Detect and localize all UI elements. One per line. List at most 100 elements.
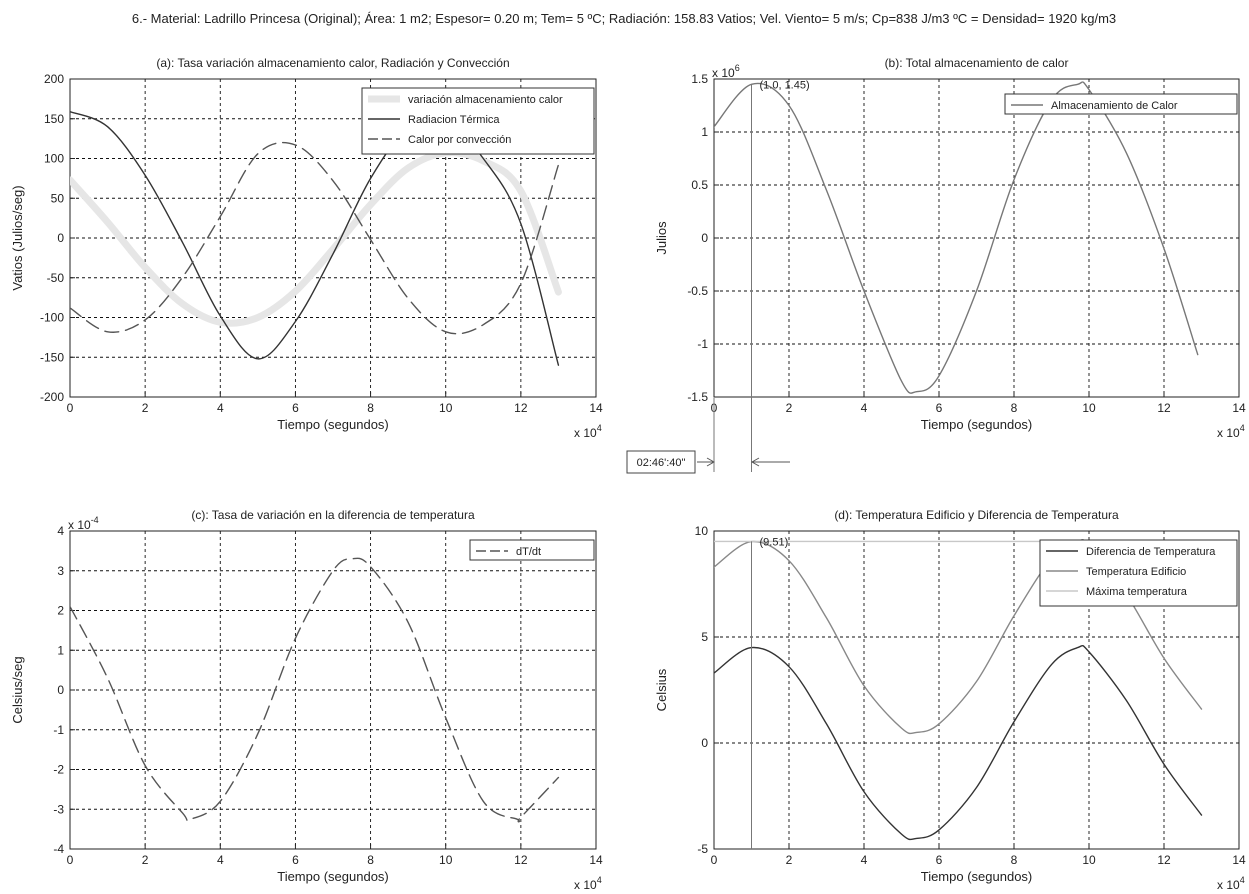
y-tick-label: -50 — [47, 271, 65, 285]
x-tick-label: 8 — [367, 401, 374, 415]
chart-title: (d): Temperatura Edificio y Diferencia d… — [834, 508, 1119, 522]
x-tick-label: 4 — [217, 853, 224, 867]
y-tick-label: 50 — [51, 191, 65, 205]
x-tick-label: 0 — [67, 853, 74, 867]
x-tick-label: 10 — [1082, 853, 1096, 867]
annotation-label: (9.51) — [760, 536, 789, 548]
series-line — [70, 110, 560, 366]
y-axis-label: Celsius — [654, 668, 669, 711]
time-annotation-right-arrowhead — [750, 457, 760, 467]
x-axis-label: Tiempo (segundos) — [921, 869, 1033, 884]
x-tick-label: 14 — [589, 853, 603, 867]
y-tick-label: 3 — [57, 564, 64, 578]
chart-title: (b): Total almacenamiento de calor — [885, 56, 1069, 70]
y-tick-label: -1 — [697, 337, 708, 351]
y-multiplier-label: x 10-4 — [68, 515, 99, 532]
series-line — [70, 141, 560, 335]
y-tick-label: -3 — [53, 802, 64, 816]
legend-box — [1004, 93, 1238, 115]
y-tick-label: -0.5 — [687, 284, 708, 298]
y-tick-label: 5 — [701, 630, 708, 644]
x-tick-label: 2 — [786, 401, 793, 415]
x-tick-label: 8 — [1011, 401, 1018, 415]
series-line — [714, 644, 1203, 841]
y-tick-label: 0 — [701, 736, 708, 750]
x-multiplier-label: x 104 — [1217, 423, 1245, 440]
y-axis-label: Celsius/seg — [10, 656, 25, 723]
x-axis-label: Tiempo (segundos) — [921, 417, 1033, 432]
y-tick-label: 0.5 — [691, 178, 708, 192]
chart-panels: 0 2 4 6 8 10 12 14-200-150-100-50050100150200(a… — [10, 56, 1246, 892]
figure-title: 6.- Material: Ladrillo Princesa (Origina… — [132, 11, 1116, 26]
y-axis-label: Julios — [654, 221, 669, 255]
x-tick-label: 12 — [1157, 401, 1171, 415]
x-tick-label: 2 — [142, 401, 149, 415]
y-tick-label: -4 — [53, 842, 64, 856]
x-tick-label: 12 — [514, 853, 528, 867]
y-multiplier-label: x 106 — [712, 63, 740, 80]
x-tick-label: 10 — [439, 401, 453, 415]
x-tick-label: 12 — [1157, 853, 1171, 867]
x-multiplier-label: x 104 — [1217, 875, 1245, 892]
x-tick-label: 14 — [1232, 853, 1246, 867]
series-line — [714, 81, 1199, 394]
legend-label: Diferencia de Temperatura — [1086, 546, 1216, 558]
y-tick-label: 0 — [57, 231, 64, 245]
y-tick-label: 4 — [57, 524, 64, 538]
x-tick-label: 6 — [936, 853, 943, 867]
y-tick-label: -2 — [53, 763, 64, 777]
chart-title: (c): Tasa de variación en la diferencia … — [191, 508, 475, 522]
x-tick-label: 10 — [439, 853, 453, 867]
x-tick-label: 8 — [1011, 853, 1018, 867]
y-tick-label: -100 — [40, 311, 64, 325]
x-axis-label: Tiempo (segundos) — [277, 417, 389, 432]
x-tick-label: 2 — [142, 853, 149, 867]
legend-box — [469, 539, 595, 561]
legend-label: Máxima temperatura — [1086, 586, 1188, 598]
y-tick-label: 100 — [44, 152, 64, 166]
y-tick-label: 150 — [44, 112, 64, 126]
legend-label: dT/dt — [516, 546, 541, 558]
y-tick-label: 2 — [57, 604, 64, 618]
chart-a: 0 2 4 6 8 10 12 14 -200 -150 -100 -50 0 50 100 150 200 (a… — [10, 56, 603, 440]
y-tick-label: 0 — [701, 231, 708, 245]
x-tick-label: 10 — [1082, 401, 1096, 415]
x-multiplier-label: x 104 — [574, 423, 602, 440]
legend-label: Radiacion Térmica — [408, 114, 500, 126]
y-tick-label: -5 — [697, 842, 708, 856]
x-tick-label: 6 — [936, 401, 943, 415]
series-line — [70, 557, 560, 823]
time-annotation-box — [626, 450, 696, 474]
x-tick-label: 4 — [861, 401, 868, 415]
x-tick-label: 4 — [217, 401, 224, 415]
x-tick-label: 14 — [1232, 401, 1246, 415]
x-tick-label: 4 — [861, 853, 868, 867]
y-tick-label: -150 — [40, 350, 64, 364]
legend-label: Almacenamiento de Calor — [1051, 100, 1178, 112]
legend-label: Calor por convección — [408, 134, 511, 146]
y-tick-label: 1.5 — [691, 72, 708, 86]
legend-box — [361, 87, 595, 155]
time-annotation: 02:46':40" — [626, 398, 790, 474]
chart-title: (a): Tasa variación almacenamiento calor… — [156, 56, 509, 70]
y-tick-label: 1 — [57, 643, 64, 657]
time-annotation-label: 02:46':40" — [637, 457, 686, 469]
y-axis-label: Vatios (Julios/seg) — [10, 185, 25, 290]
y-tick-label: 1 — [701, 125, 708, 139]
legend-label: variación almacenamiento calor — [408, 94, 563, 106]
x-tick-label: 2 — [786, 853, 793, 867]
x-multiplier-label: x 104 — [574, 875, 602, 892]
legend-label: Temperatura Edificio — [1086, 566, 1186, 578]
annotation-label: (1.0, 1.45) — [760, 79, 810, 91]
x-axis-label: Tiempo (segundos) — [277, 869, 389, 884]
y-tick-label: -200 — [40, 390, 64, 404]
x-tick-label: 14 — [589, 401, 603, 415]
x-tick-label: 8 — [367, 853, 374, 867]
x-tick-label: 6 — [292, 401, 299, 415]
x-tick-label: 0 — [67, 401, 74, 415]
x-tick-label: 0 — [711, 853, 718, 867]
x-tick-label: 12 — [514, 401, 528, 415]
